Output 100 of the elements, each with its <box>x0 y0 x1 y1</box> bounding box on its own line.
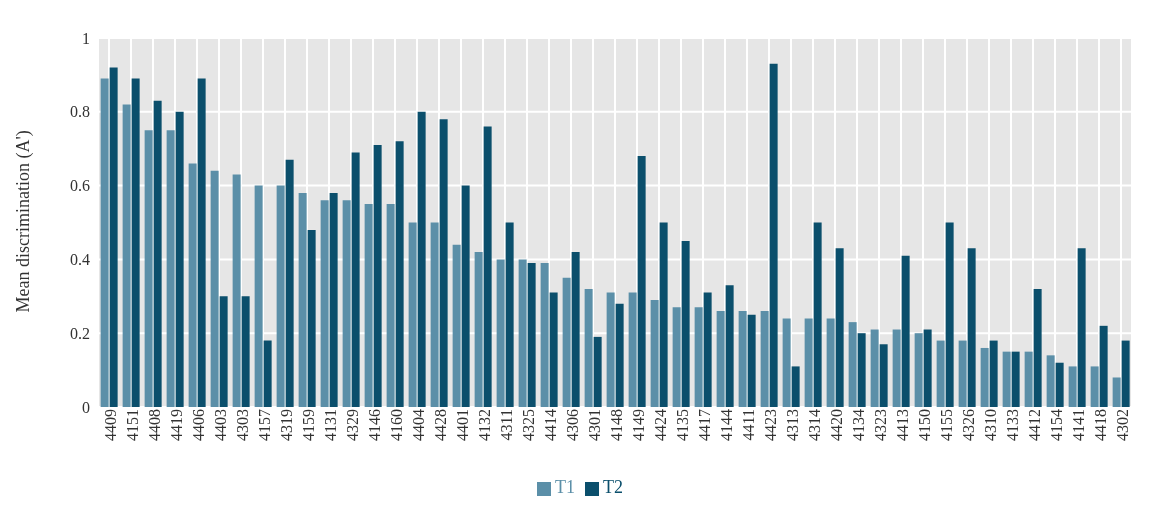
bar <box>857 333 866 407</box>
x-tick-label: 4408 <box>146 409 164 441</box>
bar <box>1055 362 1064 407</box>
x-tick-label: 4419 <box>168 409 186 441</box>
bar <box>329 192 338 407</box>
x-tick-label: 4154 <box>1048 409 1066 441</box>
x-tick-label: 4401 <box>454 409 472 441</box>
x-tick-label: 4131 <box>322 409 340 441</box>
y-tick-label: 0 <box>82 398 90 416</box>
x-tick-label: 4144 <box>718 409 736 441</box>
bar <box>144 130 153 407</box>
bar <box>835 248 844 407</box>
bar <box>989 340 998 407</box>
bar <box>791 366 800 407</box>
bar <box>483 126 492 407</box>
bar <box>615 303 624 407</box>
bar <box>351 152 360 407</box>
bar <box>342 200 351 407</box>
bar <box>232 174 241 407</box>
bar <box>936 340 945 407</box>
bar <box>549 292 558 407</box>
bar <box>1046 355 1055 407</box>
bar <box>958 340 967 407</box>
x-tick-label: 4417 <box>696 409 714 441</box>
x-tick-label: 4414 <box>542 409 560 441</box>
bar <box>320 200 329 407</box>
bar <box>681 240 690 407</box>
x-tick-label: 4313 <box>784 409 802 441</box>
x-tick-label: 4160 <box>388 409 406 441</box>
bar <box>914 333 923 407</box>
bar <box>606 292 615 407</box>
bar <box>166 130 175 407</box>
x-tick-label: 4306 <box>564 409 582 441</box>
bar <box>562 277 571 407</box>
bar <box>1077 248 1086 407</box>
x-tick-label: 4146 <box>366 409 384 441</box>
bar <box>430 222 439 407</box>
x-tick-label: 4329 <box>344 409 362 441</box>
x-tick-label: 4148 <box>608 409 626 441</box>
x-tick-label: 4149 <box>630 409 648 441</box>
bar <box>373 145 382 407</box>
bar <box>694 307 703 407</box>
x-tick-label: 4150 <box>916 409 934 441</box>
bar <box>153 100 162 407</box>
bar <box>747 314 756 407</box>
x-tick-label: 4159 <box>300 409 318 441</box>
x-tick-label: 4302 <box>1114 409 1132 441</box>
x-tick-label: 4303 <box>234 409 252 441</box>
bar <box>254 185 263 407</box>
bar <box>540 263 549 407</box>
x-tick-label: 4406 <box>190 409 208 441</box>
x-tick-label: 4404 <box>410 409 428 441</box>
x-tick-label: 4141 <box>1070 409 1088 441</box>
bar <box>1068 366 1077 407</box>
bar <box>848 322 857 407</box>
x-tick-label: 4319 <box>278 409 296 441</box>
bar <box>263 340 272 407</box>
bar <box>892 329 901 407</box>
x-tick-label: 4132 <box>476 409 494 441</box>
bar <box>1090 366 1099 407</box>
y-tick-label: 1 <box>82 29 90 47</box>
bar <box>901 255 910 407</box>
bar <box>760 311 769 407</box>
x-tick-label: 4133 <box>1004 409 1022 441</box>
bar <box>307 229 316 407</box>
bar <box>1099 325 1108 407</box>
bar <box>452 244 461 407</box>
bar <box>364 204 373 407</box>
bar <box>276 185 285 407</box>
bar <box>395 141 404 407</box>
x-tick-label: 4314 <box>806 409 824 441</box>
bar <box>716 311 725 407</box>
bar <box>571 252 580 407</box>
bar <box>241 296 250 407</box>
bar <box>496 259 505 407</box>
x-tick-label: 4310 <box>982 409 1000 441</box>
bar <box>593 336 602 407</box>
bar <box>109 67 118 407</box>
x-tick-label: 4428 <box>432 409 450 441</box>
bar <box>210 170 219 407</box>
y-tick-label: 0.4 <box>70 251 90 269</box>
x-tick-label: 4411 <box>740 409 758 441</box>
bar <box>285 159 294 407</box>
bar <box>386 204 395 407</box>
x-tick-label: 4424 <box>652 409 670 441</box>
bar <box>650 299 659 407</box>
x-tick-label: 4326 <box>960 409 978 441</box>
bar <box>175 111 184 407</box>
bar <box>769 63 778 407</box>
y-tick-label: 0.6 <box>70 177 90 195</box>
bar <box>879 344 888 407</box>
bar <box>197 78 206 407</box>
x-tick-label: 4155 <box>938 409 956 441</box>
x-tick-label: 4135 <box>674 409 692 441</box>
bar <box>923 329 932 407</box>
bar <box>628 292 637 407</box>
bar <box>813 222 822 407</box>
bar <box>1033 288 1042 407</box>
bar <box>131 78 140 407</box>
x-tick-label: 4403 <box>212 409 230 441</box>
